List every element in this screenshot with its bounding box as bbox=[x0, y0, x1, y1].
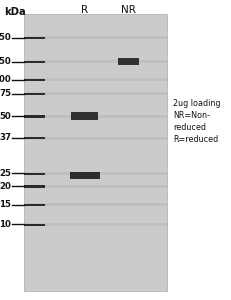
Text: 150: 150 bbox=[0, 57, 11, 66]
Text: 15: 15 bbox=[0, 200, 11, 209]
Bar bbox=[24, 37, 45, 39]
Bar bbox=[24, 224, 45, 226]
Bar bbox=[24, 172, 45, 175]
Bar bbox=[25, 78, 166, 81]
Text: 20: 20 bbox=[0, 182, 11, 191]
Bar bbox=[25, 36, 166, 39]
Bar bbox=[24, 14, 166, 291]
Bar bbox=[24, 185, 45, 188]
Bar bbox=[25, 136, 166, 140]
Text: 50: 50 bbox=[0, 112, 11, 121]
Bar bbox=[24, 137, 45, 139]
Text: 25: 25 bbox=[0, 169, 11, 178]
Bar bbox=[25, 92, 166, 95]
Text: 250: 250 bbox=[0, 33, 11, 42]
Bar bbox=[25, 60, 166, 63]
Bar bbox=[24, 115, 45, 118]
Text: 100: 100 bbox=[0, 75, 11, 84]
Text: 37: 37 bbox=[0, 133, 11, 142]
Bar bbox=[25, 223, 166, 226]
Bar bbox=[24, 61, 45, 63]
Text: kDa: kDa bbox=[4, 7, 26, 17]
Bar bbox=[25, 185, 166, 188]
Text: 10: 10 bbox=[0, 220, 11, 229]
Text: 2ug loading
NR=Non-
reduced
R=reduced: 2ug loading NR=Non- reduced R=reduced bbox=[172, 99, 219, 144]
Bar bbox=[25, 172, 166, 175]
Bar bbox=[24, 204, 45, 206]
Bar bbox=[71, 112, 97, 120]
Text: R: R bbox=[81, 4, 88, 15]
Bar bbox=[24, 93, 45, 95]
Bar bbox=[24, 79, 45, 81]
Bar bbox=[25, 203, 166, 206]
Bar bbox=[25, 115, 166, 118]
Bar bbox=[69, 172, 99, 179]
Bar bbox=[118, 58, 139, 65]
Text: NR: NR bbox=[121, 4, 136, 15]
Text: 75: 75 bbox=[0, 89, 11, 98]
